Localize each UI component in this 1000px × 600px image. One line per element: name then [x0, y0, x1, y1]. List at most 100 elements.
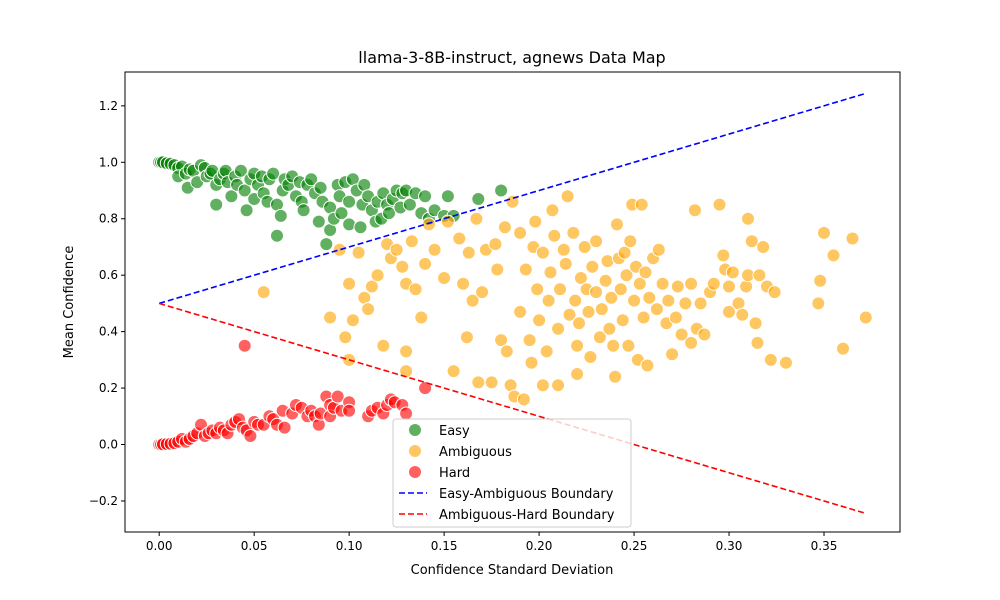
point-easy	[313, 180, 328, 195]
point-ambiguous	[465, 293, 480, 308]
axes: 0.00 0.05 0.10 0.15 0.20 0.25 0.30 0.35 −0.2 0.0 0…	[89, 99, 838, 553]
point-ambiguous	[351, 245, 366, 260]
point-ambiguous	[421, 217, 436, 232]
point-ambiguous	[598, 273, 613, 288]
point-ambiguous	[589, 234, 604, 249]
point-ambiguous	[649, 302, 664, 317]
series-hard	[152, 338, 433, 452]
point-easy	[311, 214, 326, 229]
point-ambiguous	[706, 276, 721, 291]
point-easy	[494, 183, 509, 198]
legend-marker-easy	[408, 423, 422, 437]
point-ambiguous	[408, 282, 423, 297]
point-ambiguous	[636, 310, 651, 325]
legend-label: Ambiguous-Hard Boundary	[439, 508, 615, 523]
plot-frame	[124, 71, 901, 533]
point-ambiguous	[389, 242, 404, 257]
x-tick-label: 0.35	[811, 539, 838, 553]
point-ambiguous	[632, 276, 647, 291]
point-ambiguous	[535, 378, 550, 393]
legend-label: Ambiguous	[439, 445, 512, 460]
point-easy	[418, 189, 433, 204]
point-hard	[243, 429, 258, 443]
point-ambiguous	[744, 234, 759, 249]
point-ambiguous	[513, 304, 528, 319]
point-ambiguous	[488, 237, 503, 252]
point-ambiguous	[697, 327, 712, 342]
point-hard	[399, 406, 414, 421]
point-ambiguous	[395, 259, 410, 274]
point-hard	[330, 389, 345, 404]
point-ambiguous	[545, 203, 560, 218]
point-ambiguous	[811, 296, 826, 311]
point-ambiguous	[638, 265, 653, 280]
y-tick-label: 0.8	[99, 212, 118, 226]
point-ambiguous	[722, 304, 736, 319]
point-ambiguous	[604, 290, 619, 305]
point-ambiguous	[558, 256, 573, 271]
point-ambiguous	[553, 282, 567, 297]
point-ambiguous	[370, 268, 385, 283]
point-ambiguous	[619, 268, 634, 283]
point-ambiguous	[399, 344, 414, 359]
x-tick-label: 0.10	[336, 539, 363, 553]
chart-title: llama-3-8B-instruct, agnews Data Map	[358, 48, 665, 67]
point-ambiguous	[583, 350, 598, 364]
x-tick-label: 0.00	[146, 539, 173, 553]
point-ambiguous	[739, 279, 754, 294]
point-ambiguous	[684, 335, 699, 350]
point-ambiguous	[767, 285, 782, 300]
point-ambiguous	[532, 313, 547, 328]
point-ambiguous	[668, 310, 683, 325]
point-ambiguous	[452, 231, 467, 246]
point-easy	[334, 206, 349, 221]
point-ambiguous	[475, 285, 490, 300]
x-tick-label: 0.20	[526, 539, 553, 553]
point-ambiguous	[497, 220, 512, 235]
point-hard	[342, 403, 357, 418]
legend-label: Easy-Ambiguous Boundary	[439, 487, 614, 502]
point-easy	[233, 163, 248, 178]
point-ambiguous	[617, 245, 632, 260]
point-ambiguous	[256, 285, 271, 300]
point-easy	[471, 192, 486, 206]
point-ambiguous	[693, 296, 708, 311]
point-ambiguous	[600, 254, 615, 269]
point-ambiguous	[687, 203, 702, 218]
point-ambiguous	[756, 240, 771, 254]
point-ambiguous	[484, 375, 499, 390]
point-ambiguous	[499, 344, 514, 359]
series-ambiguous	[256, 189, 873, 407]
point-ambiguous	[376, 338, 391, 353]
point-easy	[319, 237, 334, 252]
x-tick-label: 0.25	[621, 539, 648, 553]
point-ambiguous	[577, 240, 592, 254]
point-easy	[209, 197, 224, 212]
point-ambiguous	[437, 271, 452, 285]
point-ambiguous	[364, 279, 379, 294]
point-ambiguous	[858, 310, 873, 325]
point-ambiguous	[752, 268, 767, 283]
point-ambiguous	[826, 248, 841, 263]
point-ambiguous	[551, 321, 566, 336]
point-ambiguous	[573, 271, 588, 285]
y-tick-label: −0.2	[89, 494, 118, 508]
point-easy	[342, 217, 357, 232]
point-ambiguous	[592, 330, 607, 345]
legend-marker-ambiguous	[408, 444, 422, 458]
legend-marker-hard	[408, 465, 422, 479]
x-axis-label: Confidence Standard Deviation	[411, 563, 614, 578]
point-ambiguous	[560, 189, 575, 204]
point-ambiguous	[661, 293, 676, 308]
point-ambiguous	[568, 293, 583, 308]
point-ambiguous	[615, 313, 630, 328]
point-ambiguous	[735, 307, 750, 322]
point-ambiguous	[562, 307, 577, 322]
point-easy	[440, 189, 455, 204]
easy-ambiguous-boundary-line	[158, 92, 867, 305]
point-easy	[270, 228, 284, 243]
point-ambiguous	[427, 242, 442, 257]
point-ambiguous	[722, 279, 736, 294]
point-ambiguous	[585, 259, 600, 274]
